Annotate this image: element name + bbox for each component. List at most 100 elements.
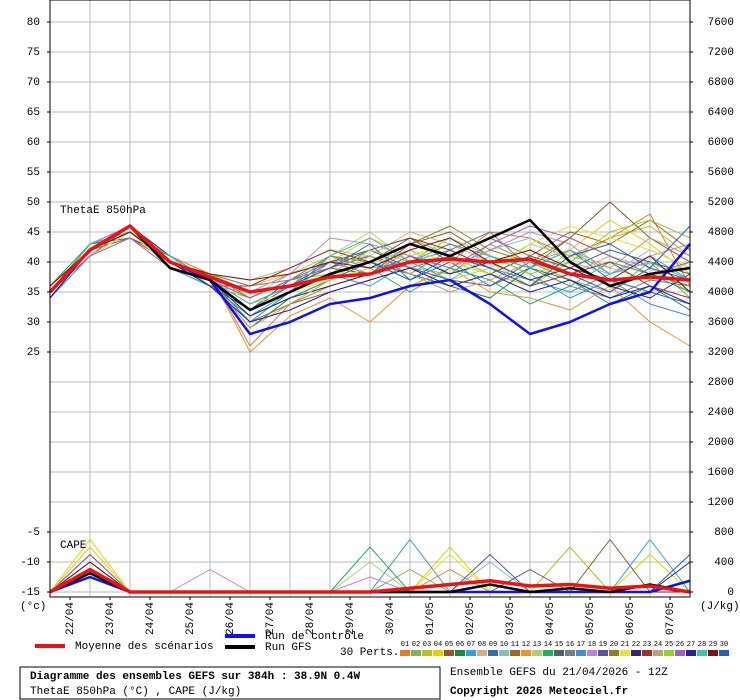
- legend-label: 11: [511, 641, 519, 649]
- legend-swatch: [653, 650, 663, 656]
- legend-swatch: [422, 650, 432, 656]
- legend-label: 02: [412, 641, 420, 649]
- legend-label: Run de contrôle: [265, 631, 364, 643]
- legend-swatch: [466, 650, 476, 656]
- legend-swatch: [565, 650, 575, 656]
- legend-swatch: [620, 650, 630, 656]
- legend-label: 05: [445, 641, 453, 649]
- y2-tick-label: 800: [714, 527, 734, 539]
- legend-label: Run GFS: [265, 642, 312, 654]
- y2-tick-label: 6000: [708, 137, 734, 149]
- legend-swatch: [543, 650, 553, 656]
- y-tick-label: -10: [20, 557, 40, 569]
- legend-label: 22: [632, 641, 640, 649]
- legend-swatch: [411, 650, 421, 656]
- y2-tick-label: 4000: [708, 287, 734, 299]
- y2-tick-label: 1200: [708, 497, 734, 509]
- y2-tick-label: 6400: [708, 107, 734, 119]
- legend-swatch: [521, 650, 531, 656]
- legend-swatch: [488, 650, 498, 656]
- x-tick-label: 25/04: [185, 602, 197, 635]
- y2-tick-label: 7600: [708, 17, 734, 29]
- x-tick-label: 04/05: [545, 602, 557, 635]
- legend-swatch: [499, 650, 509, 656]
- y2-tick-label: 3600: [708, 317, 734, 329]
- legend-swatch: [477, 650, 487, 656]
- x-tick-label: 29/04: [345, 602, 357, 635]
- legend-label: 14: [544, 641, 552, 649]
- legend-label: 20: [610, 641, 618, 649]
- annotation: CAPE: [60, 540, 87, 552]
- y-tick-label: 30: [27, 317, 40, 329]
- legend-swatch: [642, 650, 652, 656]
- legend-swatch: [697, 650, 707, 656]
- legend-swatch: [609, 650, 619, 656]
- x-tick-label: 01/05: [425, 602, 437, 635]
- legend-label: 13: [533, 641, 541, 649]
- legend-label: 16: [566, 641, 574, 649]
- y2-tick-label: 400: [714, 557, 734, 569]
- y-tick-label: -15: [20, 587, 40, 599]
- legend-swatch: [664, 650, 674, 656]
- legend-swatch: [708, 650, 718, 656]
- y2-tick-label: 2400: [708, 407, 734, 419]
- legend-label: 23: [643, 641, 651, 649]
- x-tick-label: 28/04: [305, 602, 317, 635]
- legend-label: 04: [434, 641, 442, 649]
- legend-swatch: [631, 650, 641, 656]
- legend-label: 07: [467, 641, 475, 649]
- legend-label: 09: [489, 641, 497, 649]
- legend-label: 28: [698, 641, 706, 649]
- x-tick-label: 03/05: [505, 602, 517, 635]
- legend-label: 19: [599, 641, 607, 649]
- x-tick-label: 06/05: [625, 602, 637, 635]
- legend-swatch: [719, 650, 729, 656]
- y2-tick-label: 2000: [708, 437, 734, 449]
- y2-tick-label: 0: [727, 587, 734, 599]
- legend-label: 08: [478, 641, 486, 649]
- legend-swatch: [675, 650, 685, 656]
- chart-subtitle: ThetaE 850hPa (°C) , CAPE (J/kg): [30, 686, 241, 698]
- y-tick-label: 35: [27, 287, 40, 299]
- y2-tick-label: 3200: [708, 347, 734, 359]
- x-tick-label: 27/04: [265, 602, 277, 635]
- legend-label: 12: [522, 641, 530, 649]
- y-tick-label: 70: [27, 77, 40, 89]
- legend-label: 17: [577, 641, 585, 649]
- y2-tick-label: 2800: [708, 377, 734, 389]
- y2-tick-label: 6800: [708, 77, 734, 89]
- main-line: [48, 224, 691, 294]
- y-axis-label: (°c): [20, 601, 46, 613]
- legend-label: 18: [588, 641, 596, 649]
- legend-label: 03: [423, 641, 431, 649]
- legend-label: 24: [654, 641, 662, 649]
- main-cape-line: [49, 567, 691, 594]
- legend-label: 26: [676, 641, 684, 649]
- legend-swatch: [433, 650, 443, 656]
- legend-label: 06: [456, 641, 464, 649]
- perturbations-label: 30 Perts.: [340, 647, 399, 659]
- y-tick-label: 80: [27, 17, 40, 29]
- y-tick-label: 45: [27, 227, 40, 239]
- legend-label: 10: [500, 641, 508, 649]
- main-line: [49, 218, 691, 312]
- x-tick-label: 26/04: [225, 602, 237, 635]
- y-tick-label: 55: [27, 167, 40, 179]
- legend-label: 25: [665, 641, 673, 649]
- legend-swatch: [532, 650, 542, 656]
- x-tick-label: 24/04: [145, 602, 157, 635]
- plot-frame: [49, 0, 691, 598]
- y2-tick-label: 4800: [708, 227, 734, 239]
- legend-label: 27: [687, 641, 695, 649]
- y2-tick-label: 5200: [708, 197, 734, 209]
- legend-label: 15: [555, 641, 563, 649]
- y-tick-label: 40: [27, 257, 40, 269]
- legend-swatch: [444, 650, 454, 656]
- y2-tick-label: 7200: [708, 47, 734, 59]
- legend-swatch: [455, 650, 465, 656]
- run-info: Ensemble GEFS du 21/04/2026 - 12Z: [450, 667, 668, 679]
- legend-label: 21: [621, 641, 629, 649]
- legend-label: 01: [401, 641, 409, 649]
- annotation: ThetaE 850hPa: [60, 205, 146, 217]
- legend-label: Moyenne des scénarios: [75, 641, 214, 653]
